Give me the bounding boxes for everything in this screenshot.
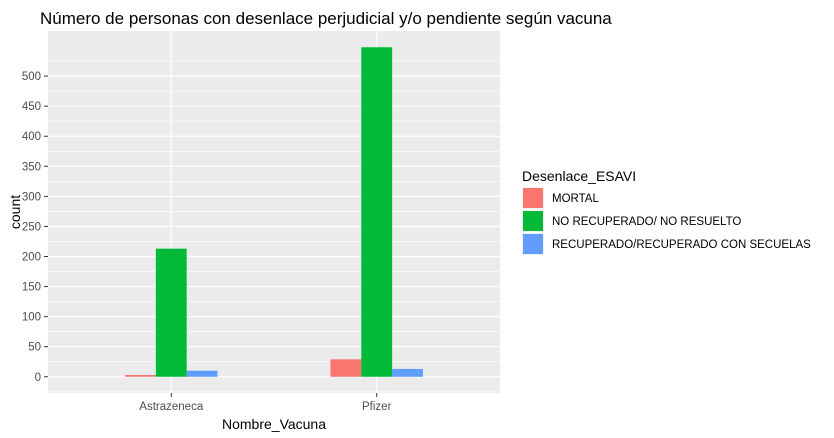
bar <box>392 368 423 377</box>
y-tick-label: 100 <box>22 312 41 324</box>
y-tick-label: 200 <box>22 251 41 263</box>
bar <box>186 370 218 377</box>
y-tick-label: 500 <box>22 71 41 83</box>
legend-label: MORTAL <box>552 193 599 205</box>
x-axis-ticks: Astrazeneca Pfizer <box>139 393 392 413</box>
legend-swatch <box>523 211 543 231</box>
legend-swatch <box>523 234 543 254</box>
plot-panel <box>48 31 500 393</box>
y-tick-label: 250 <box>22 221 41 233</box>
legend-label: NO RECUPERADO/ NO RESUELTO <box>552 216 741 228</box>
y-tick-label: 300 <box>22 191 41 203</box>
y-axis-ticks: 0 50 100 150 200 250 300 350 400 450 500 <box>22 71 48 384</box>
legend-label: RECUPERADO/RECUPERADO CON SECUELAS <box>552 239 811 251</box>
y-tick-label: 400 <box>22 131 41 143</box>
bar <box>125 374 156 377</box>
x-tick-label: Astrazeneca <box>139 401 204 413</box>
y-tick-label: 0 <box>35 372 41 384</box>
y-tick-label: 50 <box>28 342 41 354</box>
y-tick-label: 350 <box>22 161 41 173</box>
y-tick-label: 150 <box>22 282 41 294</box>
bar <box>155 248 187 377</box>
x-axis-title: Nombre_Vacuna <box>222 416 326 432</box>
legend-swatch <box>523 188 543 208</box>
bars <box>125 47 423 377</box>
chart-title: Número de personas con desenlace perjudi… <box>40 9 612 28</box>
y-axis-title: count <box>7 195 23 229</box>
bar <box>330 359 362 377</box>
y-tick-label: 450 <box>22 101 41 113</box>
legend: Desenlace_ESAVI MORTAL NO RECUPERADO/ NO … <box>522 168 811 255</box>
legend-title: Desenlace_ESAVI <box>522 168 636 184</box>
x-tick-label: Pfizer <box>362 401 392 413</box>
minor-gridlines <box>48 60 500 393</box>
bar <box>361 47 393 377</box>
